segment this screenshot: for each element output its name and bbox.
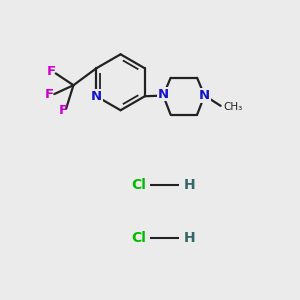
Text: F: F: [44, 88, 54, 100]
Text: N: N: [158, 88, 169, 100]
Text: N: N: [91, 90, 102, 103]
Text: F: F: [59, 104, 68, 117]
Text: N: N: [199, 89, 210, 102]
Text: H: H: [184, 178, 196, 192]
Text: Cl: Cl: [131, 231, 146, 245]
Text: F: F: [47, 65, 56, 79]
Text: Cl: Cl: [131, 178, 146, 192]
Text: CH₃: CH₃: [224, 102, 243, 112]
Text: H: H: [184, 231, 196, 245]
